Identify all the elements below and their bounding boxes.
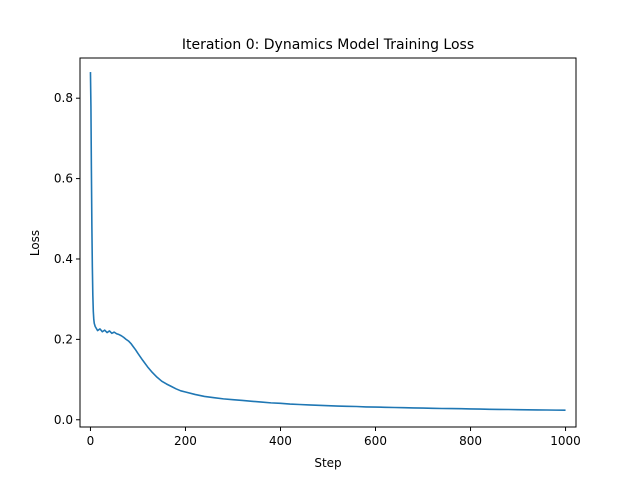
x-tick-label: 200 (174, 434, 197, 448)
x-tick-label: 800 (459, 434, 482, 448)
plot-area (80, 58, 576, 427)
x-tick-label: 0 (87, 434, 95, 448)
x-axis-label: Step (314, 456, 341, 470)
x-tick-label: 600 (364, 434, 387, 448)
x-tick-label: 400 (269, 434, 292, 448)
y-axis-label: Loss (28, 230, 42, 256)
loss-series-line (89, 72, 566, 411)
x-axis-ticks: 0 200 400 600 800 1000 (87, 427, 581, 448)
y-tick-label: 0.2 (54, 332, 73, 346)
y-tick-label: 0.8 (54, 91, 73, 105)
chart-title: Iteration 0: Dynamics Model Training Los… (182, 37, 474, 53)
y-axis-ticks: 0.0 0.2 0.4 0.6 0.8 (54, 91, 80, 427)
y-tick-label: 0.4 (54, 252, 73, 266)
y-tick-label: 0.6 (54, 172, 73, 186)
x-tick-label: 1000 (550, 434, 581, 448)
plot-frame (79, 57, 577, 428)
y-tick-label: 0.0 (54, 413, 73, 427)
